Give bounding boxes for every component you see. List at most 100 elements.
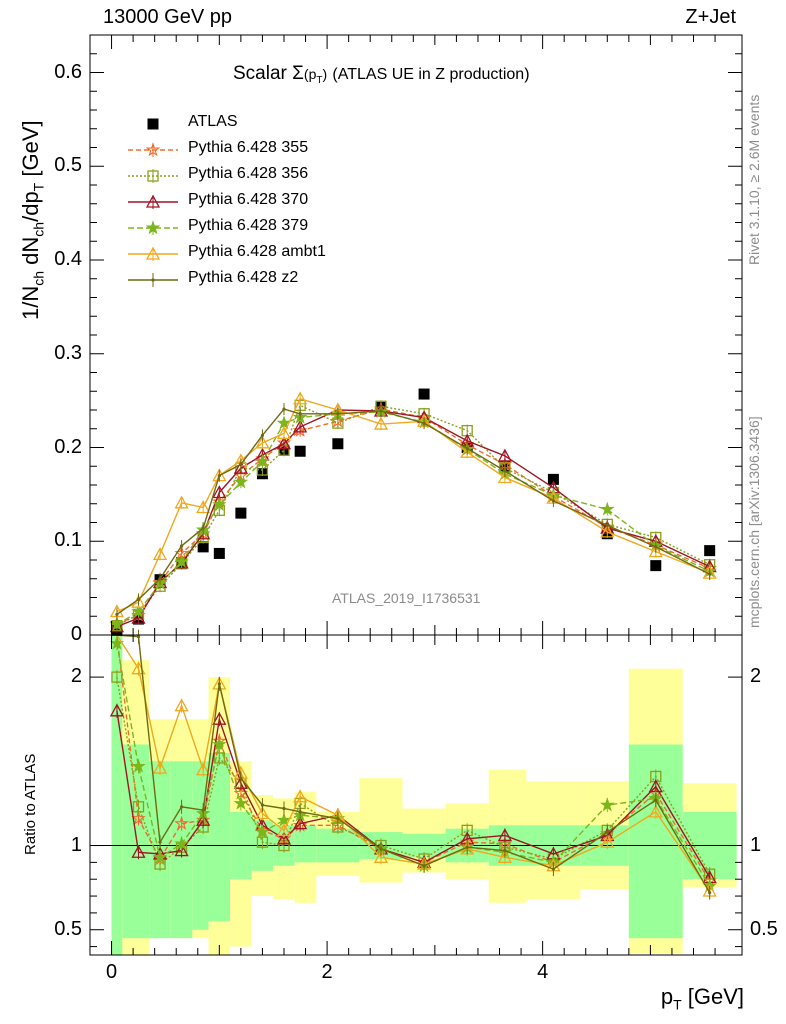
legend-entry: Pythia 6.428 379 [188,217,309,234]
main-ytick-label: 0 [70,623,82,645]
main-point [201,526,205,530]
ratio-ytick-label-right: 0.5 [750,917,778,940]
ratio-point [282,806,286,811]
ratio-ytick-label: 2 [70,665,82,688]
main-point [239,462,243,466]
ratio-point [136,635,141,639]
ratio-point [336,816,340,821]
main-point [109,617,125,631]
main-point [217,474,221,478]
ratio-point [497,849,513,863]
main-point [276,426,292,440]
ratio-point [551,867,556,871]
main-ytick-label: 0.5 [54,154,82,177]
main-point [131,603,146,618]
ratio-point [298,810,302,814]
main-point [503,469,507,473]
header-final-state: Z+Jet [685,6,736,28]
main-point [336,412,340,416]
main-point [131,610,146,624]
legend-marker [145,142,161,157]
main-point [293,419,308,433]
ratio-point [599,797,615,812]
ratio-point [465,845,469,849]
main-point [298,412,302,416]
ratio-point [152,849,168,864]
ratio-point [497,828,513,842]
main-point [260,433,265,437]
ratio-point [605,830,609,834]
legend-marker [151,278,155,282]
main-ytick-label: 0.2 [54,435,82,458]
legend-marker [145,194,161,208]
ratio-point [422,864,426,868]
ratio-ytick-label: 0.5 [54,917,82,940]
xtick-label: 4 [537,961,549,983]
xtick-label: 0 [105,961,118,983]
main-point [213,547,225,559]
ratio-point [654,798,658,802]
main-ylabel: 1/Nch dNch/dpT [GeV] [18,120,47,320]
main-point [332,438,344,450]
ratio-point [600,834,615,848]
legend-entry: Pythia 6.428 355 [188,139,309,156]
main-point [174,495,189,509]
main-point [197,541,209,553]
main-point [233,474,249,489]
ratio-point [293,789,308,803]
title-sub: T [316,74,323,86]
main-point [460,444,475,458]
band-1sigma-bin [111,635,123,955]
ratio-point [213,752,225,764]
main-point [180,544,184,548]
ratio-point [233,795,249,810]
legend-marker [147,170,159,182]
main-point [654,545,658,549]
legend-entry: Pythia 6.428 356 [188,165,309,182]
title-post: (ATLAS UE in Z production) [332,66,530,83]
ratio-point [373,849,389,863]
ratio-point [212,736,227,751]
chart-title: Scalar Σ(pT) (ATLAS UE in Z production) [233,63,530,86]
title-pre: Scalar [233,63,293,84]
ratio-ylabel: Ratio to ATLAS [22,753,39,855]
main-point [196,500,211,514]
main-point [212,497,227,511]
main-point [152,547,168,561]
legend-entry: ATLAS [188,113,238,130]
main-ytick-label: 0.4 [54,248,82,270]
main-point [255,453,270,468]
main-point [235,507,247,519]
main-point [276,415,292,430]
ratio-point [379,847,383,851]
title-p: p [308,66,317,82]
ratio-point [239,776,243,780]
main-point [233,460,248,474]
legend-entry: Pythia 6.428 z2 [188,269,299,286]
ratio-point [174,836,189,851]
mcplots-label: mcplots.cern.ch [arXiv:1306.3436] [746,416,762,628]
ratio-point [158,840,162,844]
ratio-point [648,804,663,818]
main-point [547,473,559,485]
ratio-point [708,891,712,895]
main-point [497,470,513,484]
main-point [136,597,141,601]
ratio-point [276,823,292,837]
ratio-series-lines [109,629,718,900]
header-process: 13000 GeV pp [103,6,232,28]
legend-entry: Pythia 6.428 ambt1 [188,243,326,260]
ratio-point [174,698,189,712]
legend-marker [145,220,161,235]
main-point [648,544,663,558]
ratio-point [212,711,227,725]
legend-entry: Pythia 6.428 370 [188,191,309,208]
main-point [276,436,292,450]
main-series-lines [109,388,717,636]
main-ytick-label: 0.6 [54,60,82,83]
ratio-point [174,815,189,830]
ratio-point [196,812,211,826]
legend-markers [128,118,178,287]
ratio-plot-frame [89,634,743,956]
